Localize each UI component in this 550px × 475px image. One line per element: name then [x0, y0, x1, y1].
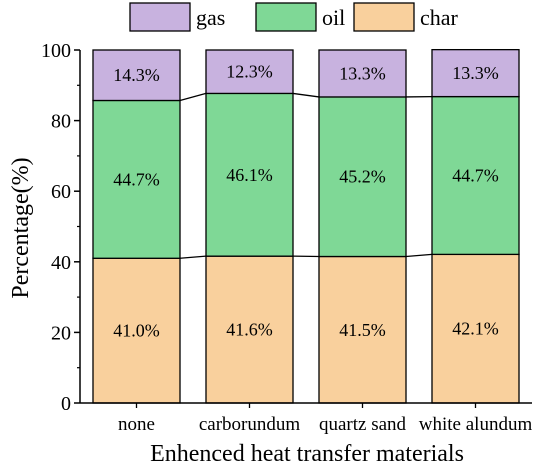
bar-gas-white-alundum [431, 48, 520, 98]
data-label-gas-quartz-sand: 13.3% [339, 63, 386, 83]
data-label-char-carborundum: 41.6% [226, 320, 273, 340]
axes: 0 20 40 60 80 100 none carborundum quartz sand wh… [41, 40, 532, 435]
bar-char-carborundum [205, 255, 294, 404]
x-axis-title: Enhenced heat transfer materials [150, 441, 464, 467]
data-labels: 41.0% 44.7% 14.3% 41.6% 46.1% 12.3% 41.5% 45.2%… [113, 62, 499, 341]
data-label-char-quartz-sand: 41.5% [339, 320, 386, 340]
data-label-gas-white-alundum: 13.3% [452, 63, 499, 83]
data-label-oil-quartz-sand: 45.2% [339, 167, 386, 187]
x-tick-label: white alundum [419, 414, 533, 435]
y-tick-label: 80 [51, 111, 71, 133]
x-tick-label: quartz sand [319, 414, 407, 435]
data-label-oil-none: 44.7% [113, 169, 160, 189]
data-label-char-white-alundum: 42.1% [452, 319, 499, 339]
bar-char-white-alundum [431, 253, 520, 404]
legend: gas oil char [129, 2, 459, 32]
y-tick-label: 20 [51, 322, 71, 344]
x-tick-label: carborundum [199, 414, 301, 435]
data-label-oil-white-alundum: 44.7% [452, 165, 499, 185]
bars-group [92, 48, 520, 404]
y-tick-label: 100 [41, 40, 71, 62]
legend-label-oil: oil [322, 5, 345, 30]
x-tick-label: none [118, 414, 155, 435]
legend-swatch-char [353, 2, 415, 32]
legend-label-char: char [420, 5, 459, 30]
data-label-gas-none: 14.3% [113, 65, 160, 85]
connector-line [179, 255, 207, 259]
legend-label-gas: gas [196, 5, 225, 30]
connector-line [405, 253, 433, 258]
data-label-oil-carborundum: 46.1% [226, 165, 273, 185]
data-label-gas-carborundum: 12.3% [226, 62, 273, 82]
y-tick-label: 60 [51, 181, 71, 203]
y-tick-label: 40 [51, 252, 71, 274]
connector-line [292, 92, 320, 98]
bar-gas-quartz-sand [318, 49, 407, 98]
connector-line [179, 92, 207, 102]
bar-oil-white-alundum [431, 95, 520, 256]
bar-oil-carborundum [205, 92, 294, 257]
bar-oil-quartz-sand [318, 96, 407, 258]
y-axis-title: Percentage(%) [8, 157, 34, 298]
bar-char-none [92, 257, 181, 404]
bar-gas-carborundum [205, 49, 294, 95]
connector-lines [179, 92, 433, 259]
legend-swatch-oil [255, 2, 317, 32]
data-label-char-none: 41.0% [113, 321, 160, 341]
bar-gas-none [92, 49, 181, 102]
y-tick-label: 0 [61, 393, 71, 415]
legend-swatch-gas [129, 2, 191, 32]
bar-oil-none [92, 99, 181, 259]
